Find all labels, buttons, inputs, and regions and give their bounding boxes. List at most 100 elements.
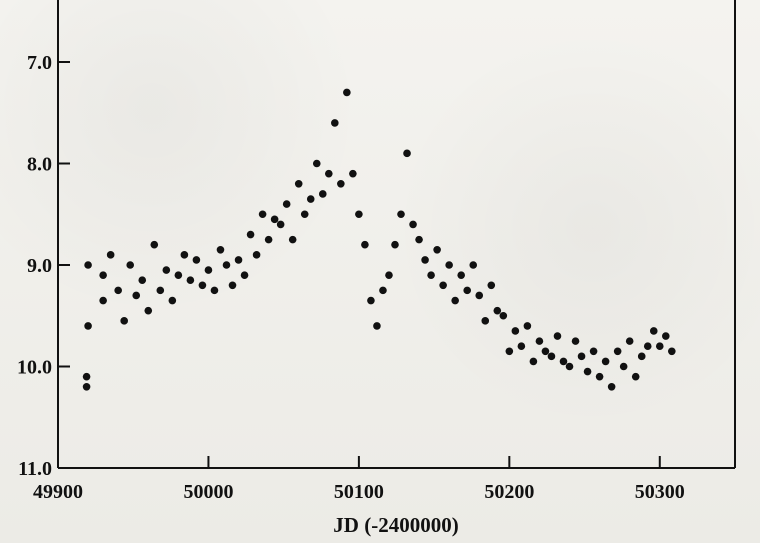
- data-point: [637, 352, 646, 361]
- data-point: [294, 180, 303, 188]
- data-point: [553, 332, 562, 340]
- data-point: [82, 372, 91, 381]
- data-point: [595, 372, 604, 381]
- data-point: [180, 251, 189, 259]
- data-point: [415, 235, 423, 244]
- data-point: [661, 332, 670, 340]
- y-tick-label: 7.0: [27, 52, 52, 74]
- data-point: [276, 220, 285, 229]
- data-point: [577, 352, 586, 361]
- data-point: [84, 261, 92, 269]
- data-point: [162, 266, 171, 274]
- data-point: [649, 327, 658, 335]
- data-point: [379, 286, 387, 295]
- data-point: [234, 256, 243, 264]
- data-point: [198, 281, 207, 290]
- data-point: [204, 266, 213, 274]
- data-point: [106, 251, 115, 259]
- data-point: [601, 357, 610, 366]
- data-point: [114, 286, 122, 295]
- data-point: [132, 291, 141, 300]
- data-point: [439, 281, 447, 290]
- data-point: [367, 296, 375, 305]
- data-point: [349, 169, 357, 178]
- data-point: [668, 347, 676, 356]
- data-point: [150, 240, 159, 249]
- data-point: [373, 322, 381, 330]
- data-point: [99, 296, 107, 305]
- data-point: [583, 367, 592, 376]
- data-point: [391, 240, 399, 249]
- data-point: [222, 261, 231, 269]
- data-point: [325, 169, 333, 178]
- data-point: [210, 286, 219, 295]
- data-point: [270, 215, 279, 224]
- data-point: [99, 271, 107, 279]
- data-point: [475, 291, 484, 300]
- data-point: [192, 256, 201, 264]
- data-point: [288, 235, 297, 244]
- data-point: [409, 220, 417, 229]
- data-point: [493, 306, 502, 315]
- data-point: [385, 271, 393, 279]
- data-point: [84, 322, 92, 330]
- data-point: [619, 362, 628, 371]
- data-point: [517, 342, 526, 351]
- data-point: [306, 195, 315, 203]
- data-point: [343, 88, 351, 97]
- data-point: [571, 337, 580, 345]
- data-point: [421, 256, 429, 264]
- data-point: [451, 296, 459, 305]
- data-points: [82, 88, 676, 391]
- data-point: [337, 180, 345, 188]
- data-point: [547, 352, 556, 361]
- data-point: [174, 271, 183, 279]
- data-point: [264, 235, 273, 244]
- data-point: [216, 245, 225, 254]
- data-point: [523, 322, 532, 330]
- data-point: [300, 210, 309, 219]
- data-point: [589, 347, 598, 356]
- data-point: [246, 230, 255, 239]
- data-point: [613, 347, 622, 356]
- data-point: [463, 286, 472, 295]
- y-tick-label: 9.0: [27, 255, 52, 277]
- data-point: [487, 281, 496, 290]
- data-point: [240, 271, 249, 279]
- data-point: [144, 306, 153, 315]
- data-point: [499, 311, 508, 320]
- data-point: [397, 210, 405, 219]
- x-tick-label: 50000: [183, 481, 233, 503]
- data-point: [469, 261, 478, 269]
- data-point: [643, 342, 652, 351]
- y-tick-label: 10.0: [17, 357, 52, 379]
- x-tick-label: 50100: [334, 481, 384, 503]
- x-tick-label: 50200: [484, 481, 534, 503]
- x-tick-label: 49900: [33, 481, 83, 503]
- data-point: [457, 271, 465, 279]
- data-point: [529, 357, 538, 366]
- data-point: [168, 296, 177, 305]
- data-point: [156, 286, 165, 295]
- data-point: [312, 159, 321, 168]
- data-point: [433, 245, 441, 254]
- data-point: [355, 210, 363, 219]
- data-point: [625, 337, 634, 345]
- data-point: [559, 357, 568, 366]
- data-point: [126, 261, 135, 269]
- data-point: [228, 281, 237, 290]
- data-point: [655, 342, 664, 351]
- x-axis-label: JD (-2400000): [333, 513, 458, 537]
- data-point: [318, 190, 327, 198]
- x-tick-label: 50300: [635, 481, 685, 503]
- data-point: [82, 383, 91, 391]
- data-point: [361, 240, 369, 249]
- data-point: [258, 210, 267, 219]
- data-point: [427, 271, 435, 279]
- data-point: [282, 200, 291, 208]
- x-ticks: 49900 50000 50100 50200 50300: [33, 456, 685, 503]
- data-point: [535, 337, 544, 345]
- y-tick-label: 8.0: [27, 154, 52, 176]
